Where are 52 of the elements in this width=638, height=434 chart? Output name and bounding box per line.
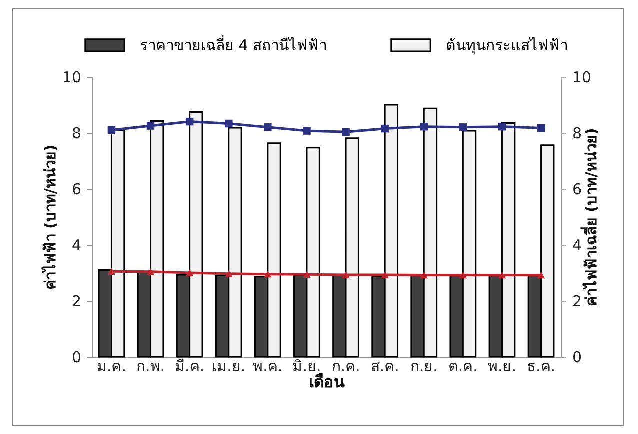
point [108,126,116,134]
y2-axis-title: ค่าไฟฟ้าเฉลี่ย (บาท/หน่วย) [580,128,601,307]
point [146,122,155,130]
x-tick-label: พ.ค. [253,358,283,376]
x-tick-label: พ.ย. [488,358,516,376]
point [264,271,272,278]
point [537,272,546,279]
y2-tick-label: 0 [572,348,582,366]
legend-label: ต้นทุนกระแสไฟฟ้า [446,36,568,56]
y-tick-label: 2 [72,292,82,310]
x-tick-label: ธ.ค. [527,358,556,376]
y2-tick-label: 2 [572,292,582,310]
x-tick-label: มี.ค. [175,358,205,376]
point [342,128,350,136]
y2-tick-label: 4 [572,236,582,254]
y-tick-label: 10 [62,68,82,86]
point [459,124,468,132]
point [146,268,155,276]
x-tick-label: ส.ค. [370,358,400,376]
x-tick-label: ม.ค. [96,358,126,376]
x-tick-label: ก.ย. [410,358,438,376]
point [420,272,428,279]
point [498,122,506,131]
point [225,120,233,128]
point [342,272,350,278]
x-tick-label: ก.ค. [332,358,360,376]
y2-tick-label: 8 [572,124,582,142]
point [381,124,389,133]
y-tick-label: 8 [72,124,82,142]
y-tick-label: 0 [72,348,82,366]
y-tick-label: 6 [72,180,82,198]
x-tick-label: ต.ค. [448,358,478,376]
point [498,272,506,279]
y-tick-label: 4 [72,236,82,254]
point [225,270,233,278]
point [459,272,468,279]
point [381,272,389,278]
y2-tick-label: 6 [572,180,582,198]
point [303,127,311,135]
x-tick-label: เม.ย. [212,358,246,376]
y2-tick-label: 10 [572,68,592,86]
point [186,270,194,276]
point [264,124,272,132]
legend-label: ราคาขายเฉลี่ย 4 สถานีไฟฟ้า [140,34,328,54]
x-tick-label: ก.พ. [136,358,166,376]
point [537,124,546,132]
x-axis-title: เดือน [309,372,345,392]
point [303,271,311,278]
point [186,118,194,126]
y-axis-title: ค่าไฟฟ้า (บาท/หน่วย) [40,144,60,290]
point [108,268,116,275]
point [420,122,428,131]
